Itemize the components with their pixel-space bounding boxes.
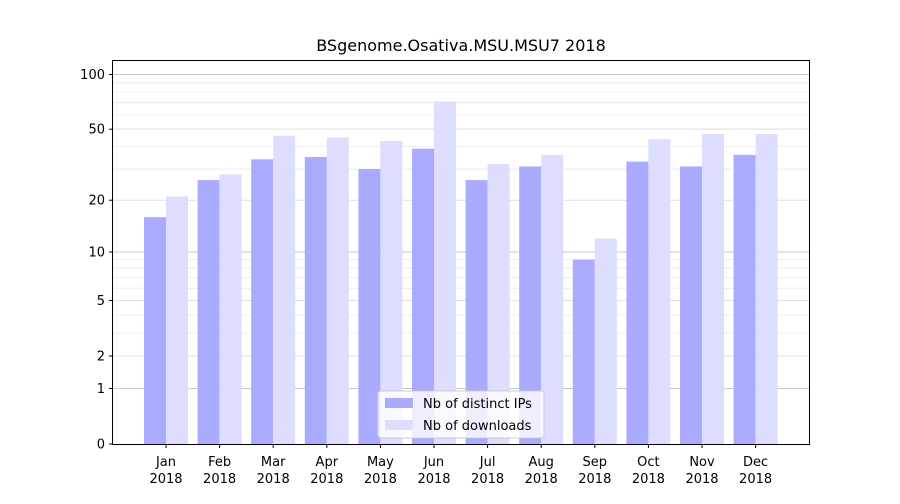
y-tick-label: 2 bbox=[97, 350, 105, 365]
x-tick-label-year: 2018 bbox=[257, 472, 290, 487]
y-axis: 0 1 2 5 10 20 50 100 bbox=[80, 68, 113, 453]
x-tick-label-month: Jul bbox=[479, 455, 496, 470]
bars bbox=[144, 101, 778, 445]
x-tick-label-year: 2018 bbox=[471, 472, 504, 487]
bar-downloads bbox=[219, 174, 242, 444]
bar-distinct-ips bbox=[358, 169, 381, 444]
bar-downloads bbox=[541, 154, 564, 444]
bar-downloads bbox=[594, 238, 617, 444]
x-tick-label-year: 2018 bbox=[364, 472, 397, 487]
x-tick-label-year: 2018 bbox=[149, 472, 182, 487]
x-axis: Jan 2018 Feb 2018 Mar 2018 Apr 2018 May 2018 Jun 20… bbox=[149, 444, 772, 487]
bar-downloads bbox=[380, 140, 403, 445]
x-tick-label-year: 2018 bbox=[310, 472, 343, 487]
legend-frame bbox=[377, 390, 545, 439]
bar-downloads bbox=[273, 135, 296, 444]
bar-distinct-ips bbox=[412, 148, 434, 444]
y-tick-label: 50 bbox=[88, 123, 105, 138]
x-tick-label-year: 2018 bbox=[632, 472, 665, 487]
y-tick-label: 100 bbox=[80, 68, 105, 83]
legend: Nb of distinct IPs Nb of downloads bbox=[377, 390, 545, 439]
x-tick-label-month: Oct bbox=[637, 455, 659, 470]
y-tick-label: 5 bbox=[97, 294, 105, 309]
bar-distinct-ips bbox=[519, 166, 542, 444]
x-tick-label-year: 2018 bbox=[685, 472, 718, 487]
bar-distinct-ips bbox=[465, 180, 488, 444]
bar-distinct-ips bbox=[144, 217, 166, 444]
y-tick-label: 10 bbox=[88, 246, 105, 261]
x-tick-label-month: Nov bbox=[689, 455, 715, 470]
x-tick-label-month: May bbox=[367, 455, 394, 470]
x-tick-label-month: Apr bbox=[316, 455, 339, 470]
bar-distinct-ips bbox=[680, 166, 702, 444]
bar-distinct-ips bbox=[251, 159, 274, 444]
x-tick-label-year: 2018 bbox=[203, 472, 236, 487]
bar-distinct-ips bbox=[733, 154, 756, 444]
x-tick-label-month: Jan bbox=[155, 455, 176, 470]
legend-label-downloads: Nb of downloads bbox=[423, 419, 532, 434]
x-tick-label-month: Sep bbox=[583, 455, 608, 470]
x-tick-label-month: Jun bbox=[423, 455, 444, 470]
bar-downloads bbox=[487, 164, 510, 444]
x-tick-label-year: 2018 bbox=[417, 472, 450, 487]
x-tick-label-month: Mar bbox=[261, 455, 286, 470]
bar-downloads bbox=[434, 101, 456, 444]
bar-downloads bbox=[648, 139, 671, 444]
bar-distinct-ips bbox=[197, 180, 220, 444]
x-tick-label-month: Aug bbox=[529, 455, 554, 470]
y-tick-label: 20 bbox=[88, 194, 105, 209]
x-tick-label-year: 2018 bbox=[578, 472, 611, 487]
x-tick-label-year: 2018 bbox=[739, 472, 772, 487]
x-tick-label-year: 2018 bbox=[525, 472, 558, 487]
bar-downloads bbox=[166, 196, 188, 444]
bar-downloads bbox=[702, 134, 724, 444]
legend-swatch-downloads bbox=[385, 420, 413, 430]
bar-downloads bbox=[326, 137, 349, 444]
bar-distinct-ips bbox=[626, 161, 649, 444]
legend-label-distinct-ips: Nb of distinct IPs bbox=[423, 397, 532, 412]
bar-downloads bbox=[755, 134, 778, 444]
y-tick-label: 0 bbox=[97, 438, 105, 453]
chart-title: BSgenome.Osativa.MSU.MSU7 2018 bbox=[316, 36, 606, 55]
bar-distinct-ips bbox=[304, 157, 327, 445]
bar-distinct-ips bbox=[572, 259, 595, 444]
legend-swatch-distinct-ips bbox=[385, 398, 413, 408]
x-tick-label-month: Feb bbox=[208, 455, 231, 470]
y-tick-label: 1 bbox=[97, 382, 105, 397]
x-tick-label-month: Dec bbox=[743, 455, 768, 470]
